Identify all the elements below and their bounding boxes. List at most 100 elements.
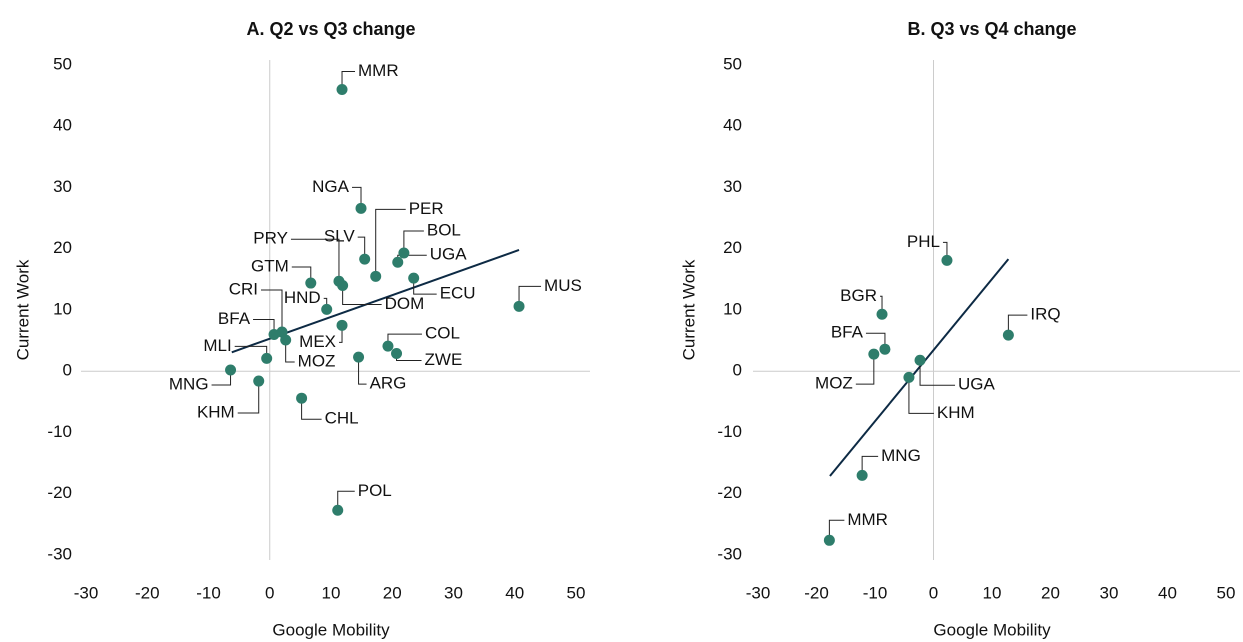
leader-line [861, 455, 879, 476]
leader-line [261, 289, 283, 333]
point-label: MMR [847, 510, 888, 529]
y-tick-label: 10 [723, 299, 742, 318]
point-label: MUS [544, 276, 582, 295]
point [879, 343, 891, 355]
point [856, 469, 868, 481]
leader-line [403, 230, 424, 254]
x-tick-label: -10 [863, 583, 888, 602]
point [392, 256, 404, 268]
point-label: UGA [958, 375, 996, 394]
y-tick-label: -10 [47, 422, 72, 441]
leader-line [942, 241, 948, 261]
leader-line [908, 377, 934, 414]
point-label: BFA [218, 309, 251, 328]
leader-line [828, 519, 845, 541]
point [355, 202, 367, 214]
y-tick-label: 50 [723, 54, 742, 73]
point [305, 277, 317, 289]
x-tick-label: -20 [135, 583, 160, 602]
x-tick-label: 40 [1158, 583, 1177, 602]
point-label: PER [409, 199, 444, 218]
point [353, 351, 365, 363]
leader-line [337, 490, 355, 511]
x-tick-label: 30 [444, 583, 463, 602]
point-label: CRI [229, 280, 258, 299]
point-label: ECU [440, 284, 476, 303]
point [391, 347, 403, 359]
y-tick-label: 10 [53, 299, 72, 318]
y-tick-label: 20 [723, 238, 742, 257]
point [337, 280, 349, 291]
x-tick-label: 50 [567, 583, 586, 602]
point [914, 354, 926, 366]
x-tick-label: -20 [804, 583, 829, 602]
y-tick-label: 30 [723, 177, 742, 196]
point-label: KHM [937, 403, 975, 422]
x-tick-label: 50 [1217, 583, 1236, 602]
x-tick-label: -30 [746, 583, 771, 602]
leader-line [339, 325, 343, 343]
point [296, 392, 308, 404]
point-label: ARG [370, 374, 407, 393]
point [225, 364, 237, 376]
y-tick-label: 40 [53, 116, 72, 135]
chart-title: B. Q3 vs Q4 change [907, 19, 1076, 39]
point-label: BFA [831, 323, 864, 342]
x-tick-label: 10 [322, 583, 341, 602]
leader-line [880, 295, 883, 315]
point [336, 84, 348, 95]
point-label: DOM [385, 294, 425, 313]
x-tick-label: -30 [74, 583, 99, 602]
point-label: PHL [907, 232, 940, 251]
x-tick-label: 10 [983, 583, 1002, 602]
point [261, 352, 273, 364]
point-label: MOZ [815, 374, 853, 393]
leader-line [855, 354, 875, 385]
point-label: MNG [169, 375, 209, 394]
point-label: POL [358, 481, 392, 500]
point [941, 254, 953, 266]
point-label: IRQ [1030, 305, 1060, 324]
point [868, 348, 880, 360]
point [398, 247, 410, 259]
x-axis-title: Google Mobility [933, 620, 1051, 639]
leader-line [1007, 314, 1028, 336]
point-label: MOZ [298, 351, 336, 370]
y-tick-label: 40 [723, 116, 742, 135]
point-label: SLV [324, 227, 356, 246]
point [382, 340, 394, 352]
leader-line [518, 285, 542, 307]
leader-line [342, 285, 382, 305]
point-label: HND [284, 288, 321, 307]
leader-line [357, 236, 366, 260]
point [370, 270, 382, 282]
leader-line [358, 357, 367, 385]
point-label: PRY [253, 229, 288, 248]
x-tick-label: 40 [505, 583, 524, 602]
point [408, 272, 420, 284]
point-label: BOL [427, 221, 461, 240]
point-label: MLI [203, 336, 231, 355]
leader-line [285, 340, 295, 363]
x-tick-label: 0 [265, 583, 274, 602]
leader-line [237, 381, 260, 414]
x-tick-label: 30 [1100, 583, 1119, 602]
y-tick-label: -20 [717, 483, 742, 502]
point [823, 534, 835, 546]
point [336, 319, 348, 331]
point-label: GTM [251, 257, 289, 276]
point [359, 253, 371, 265]
point-label: MMR [358, 61, 399, 80]
y-axis-title: Current Work [679, 259, 698, 360]
point [876, 308, 888, 320]
point-label: CHL [325, 409, 359, 428]
x-tick-label: 20 [383, 583, 402, 602]
y-tick-label: -10 [717, 422, 742, 441]
point-label: COL [425, 324, 460, 343]
y-tick-label: -30 [717, 544, 742, 563]
y-axis-title: Current Work [13, 259, 32, 360]
point [903, 371, 915, 383]
leader-line [352, 186, 362, 209]
y-tick-label: 20 [53, 238, 72, 257]
